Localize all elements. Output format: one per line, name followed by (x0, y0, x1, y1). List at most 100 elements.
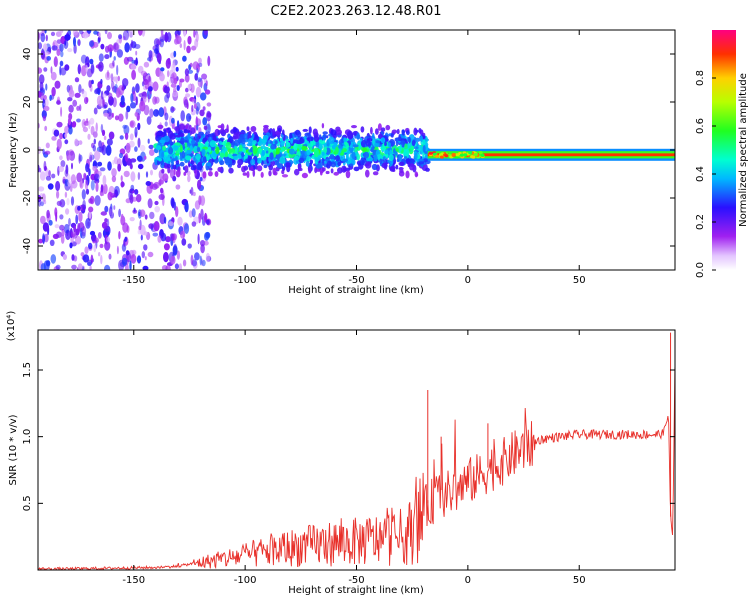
heatmap-noise-cell (182, 55, 187, 62)
heatmap-echo-cell (227, 153, 231, 157)
heatmap-noise-cell (107, 161, 112, 171)
heatmap-echo-cell (180, 137, 185, 145)
heatmap-noise-cell (88, 198, 93, 204)
heatmap-line-core (427, 153, 675, 157)
heatmap-noise-cell (44, 125, 48, 132)
heatmap-noise-cell (137, 172, 141, 180)
heatmap-noise-cell (163, 216, 167, 224)
heatmap-noise-cell (88, 210, 92, 219)
heatmap-noise-cell (166, 81, 169, 87)
heatmap-noise-cell (78, 84, 82, 94)
heatmap-noise-cell (187, 35, 192, 45)
heatmap-noise-cell (55, 264, 61, 270)
heatmap-noise-cell (70, 174, 76, 185)
heatmap-noise-cell (59, 155, 63, 161)
heatmap-echo-cell (206, 153, 210, 161)
heatmap-noise-cell (147, 93, 150, 103)
heatmap-noise-cell (145, 181, 151, 186)
heatmap-echo-cell (250, 166, 254, 171)
heatmap-noise-cell (175, 206, 179, 218)
heatmap-noise-cell (160, 187, 164, 194)
heatmap-noise-cell (135, 96, 138, 106)
heatmap-noise-cell (134, 44, 141, 49)
heatmap-noise-cell (77, 263, 83, 270)
heatmap-noise-cell (102, 93, 107, 98)
heatmap-noise-cell (184, 68, 189, 77)
heatmap-echo-cell (209, 140, 216, 148)
heatmap-noise-cell (100, 184, 104, 193)
heatmap-echo-cell (220, 123, 225, 131)
heatmap-noise-cell (193, 30, 196, 38)
heatmap-noise-cell (193, 103, 197, 109)
heatmap-echo-cell (340, 152, 344, 156)
heatmap-echo-cell (422, 158, 429, 163)
heatmap-echo-cell (193, 145, 198, 153)
heatmap-noise-cell (129, 217, 135, 222)
heatmap-echo-cell (195, 153, 201, 161)
heatmap-noise-cell (191, 104, 194, 113)
heatmap-echo-cell (198, 131, 205, 136)
heatmap-echo-cell (261, 150, 266, 156)
heatmap-echo-cell (396, 128, 400, 135)
heatmap-noise-cell (200, 92, 207, 101)
heatmap-noise-cell (169, 78, 174, 84)
heatmap-echo-cell (406, 130, 410, 136)
x-tick-label: -50 (348, 575, 364, 586)
heatmap-noise-cell (45, 83, 48, 91)
heatmap-noise-cell (55, 180, 61, 192)
heatmap-echo-cell (175, 160, 180, 165)
heatmap-echo-cell (281, 169, 285, 175)
x-tick-label: 0 (465, 575, 471, 586)
heatmap-noise-cell (56, 99, 61, 105)
heatmap-echo-cell (403, 148, 410, 157)
heatmap-noise-cell (196, 68, 199, 76)
heatmap-noise-cell (54, 224, 60, 229)
heatmap-noise-cell (110, 73, 114, 83)
heatmap-noise-cell (38, 238, 43, 244)
heatmap-noise-cell (133, 207, 136, 213)
heatmap-echo-cell (389, 166, 395, 172)
heatmap-noise-cell (191, 221, 197, 227)
heatmap-echo-cell (158, 158, 163, 162)
heatmap-echo-cell (197, 163, 203, 170)
heatmap-echo-cell (395, 148, 399, 152)
heatmap-noise-cell (54, 80, 61, 89)
heatmap-echo-cell (354, 151, 359, 155)
heatmap-noise-cell (128, 30, 134, 38)
heatmap-noise-cell (82, 254, 90, 263)
heatmap-noise-cell (201, 73, 208, 80)
snr-panel: -150 -100 -50 0 50 0.5 1.0 1.5 (x10⁴) Height o… (6, 311, 676, 596)
heatmap-line-cell (468, 151, 473, 155)
heatmap-echo-cell (409, 163, 415, 171)
colorbar-label: Normalized spectral amplitude (738, 73, 749, 227)
heatmap-noise-cell (78, 153, 81, 164)
heatmap-noise-cell (69, 242, 73, 249)
heatmap-echo-cell (356, 153, 361, 161)
heatmap-echo-cell (163, 151, 169, 156)
x-tick-label: -50 (348, 275, 364, 286)
heatmap-echo-cell (375, 128, 379, 135)
heatmap-echo-cell (237, 158, 244, 166)
heatmap-noise-cell (42, 193, 46, 203)
heatmap-noise-cell (200, 208, 204, 220)
heatmap-noise-cell (170, 197, 175, 207)
heatmap-noise-cell (172, 59, 176, 69)
heatmap-echo-cell (330, 161, 337, 168)
heatmap-echo-cell (174, 126, 180, 132)
heatmap-echo-cell (318, 143, 323, 150)
heatmap-noise-cell (143, 244, 148, 251)
colorbar-tick-label: 0.4 (695, 166, 706, 182)
snr-series-line (38, 367, 675, 570)
heatmap-echo-cell (341, 165, 347, 173)
heatmap-noise-cell (148, 223, 154, 229)
heatmap-echo-cell (234, 146, 238, 154)
heatmap-echo-cell (293, 144, 298, 149)
heatmap-echo-cell (296, 151, 301, 156)
heatmap-echo-cell (276, 160, 280, 169)
heatmap-noise-cell (106, 85, 111, 92)
heatmap-echo-cell (190, 165, 196, 171)
heatmap-noise-cell (186, 113, 192, 122)
heatmap-noise-cell (157, 179, 165, 185)
heatmap-noise-cell (183, 99, 189, 108)
